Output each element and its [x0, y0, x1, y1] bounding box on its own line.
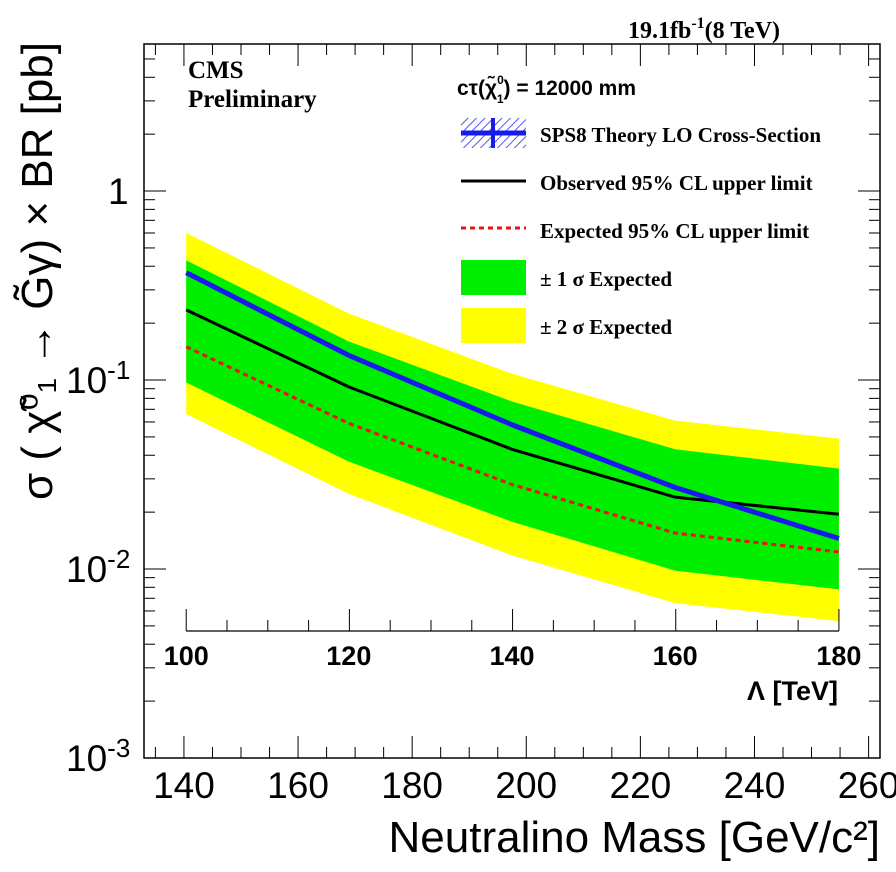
- lambda-tick-label: 120: [326, 641, 371, 671]
- experiment-label: CMS: [188, 57, 244, 84]
- legend: SPS8 Theory LO Cross-Section Observed 95…: [461, 118, 821, 343]
- legend-expected-label: Expected 95% CL upper limit: [540, 219, 809, 243]
- y-tick-label: 10-1: [66, 355, 130, 401]
- x-tick-label: 180: [381, 765, 443, 806]
- theory-curve: [185, 270, 840, 541]
- y-axis-title: σ ( χ̃⁰₁ → G̃γ) × BR [pb]: [13, 42, 62, 500]
- expected-curve: [185, 345, 840, 554]
- y-tick-base: 10: [66, 549, 107, 590]
- lambda-tick-label: 160: [653, 641, 698, 671]
- x-tick-label: 200: [495, 765, 557, 806]
- x-tick-label: 260: [838, 765, 896, 806]
- legend-theory-label: SPS8 Theory LO Cross-Section: [540, 123, 821, 147]
- y-tick-base: 1: [108, 171, 129, 212]
- lambda-tick-label: 100: [164, 641, 209, 671]
- y-tick-label: 10-2: [66, 544, 130, 590]
- plot-frame: [143, 43, 881, 759]
- legend-band1-label: ± 1 σ Expected: [540, 267, 672, 291]
- y-tick-exponent: -2: [107, 544, 130, 574]
- y-tick-exponent: -3: [107, 733, 130, 763]
- legend-band2-swatch: [461, 308, 526, 343]
- lambda-tick-label: 180: [816, 641, 861, 671]
- y-tick-base: 10: [66, 738, 107, 779]
- frame-rect: [143, 43, 881, 759]
- legend-band1-swatch: [461, 260, 526, 295]
- y-tick-label: 10-3: [66, 733, 130, 779]
- legend-band2-label: ± 2 σ Expected: [540, 315, 672, 339]
- x-tick-label: 140: [153, 765, 215, 806]
- y-tick-label: 1: [108, 171, 129, 212]
- x-tick-label: 240: [724, 765, 786, 806]
- lambda-tick-label: 140: [489, 641, 534, 671]
- x-axis-title: Neutralino Mass [GeV/c²]: [389, 813, 881, 862]
- y-tick-base: 10: [66, 360, 107, 401]
- limit-curves: [185, 270, 840, 554]
- lambda-axis-title: Λ [TeV]: [747, 676, 838, 706]
- x-tick-label: 220: [610, 765, 672, 806]
- lumi-label: 19.1fb-1(8 TeV): [628, 15, 780, 44]
- ctau-label: cτ(χ̃0 1) = 12000 mm: [457, 73, 636, 106]
- status-label: Preliminary: [188, 86, 317, 113]
- x-tick-label: 160: [267, 765, 329, 806]
- y-tick-exponent: -1: [107, 355, 130, 385]
- legend-observed-label: Observed 95% CL upper limit: [540, 171, 813, 195]
